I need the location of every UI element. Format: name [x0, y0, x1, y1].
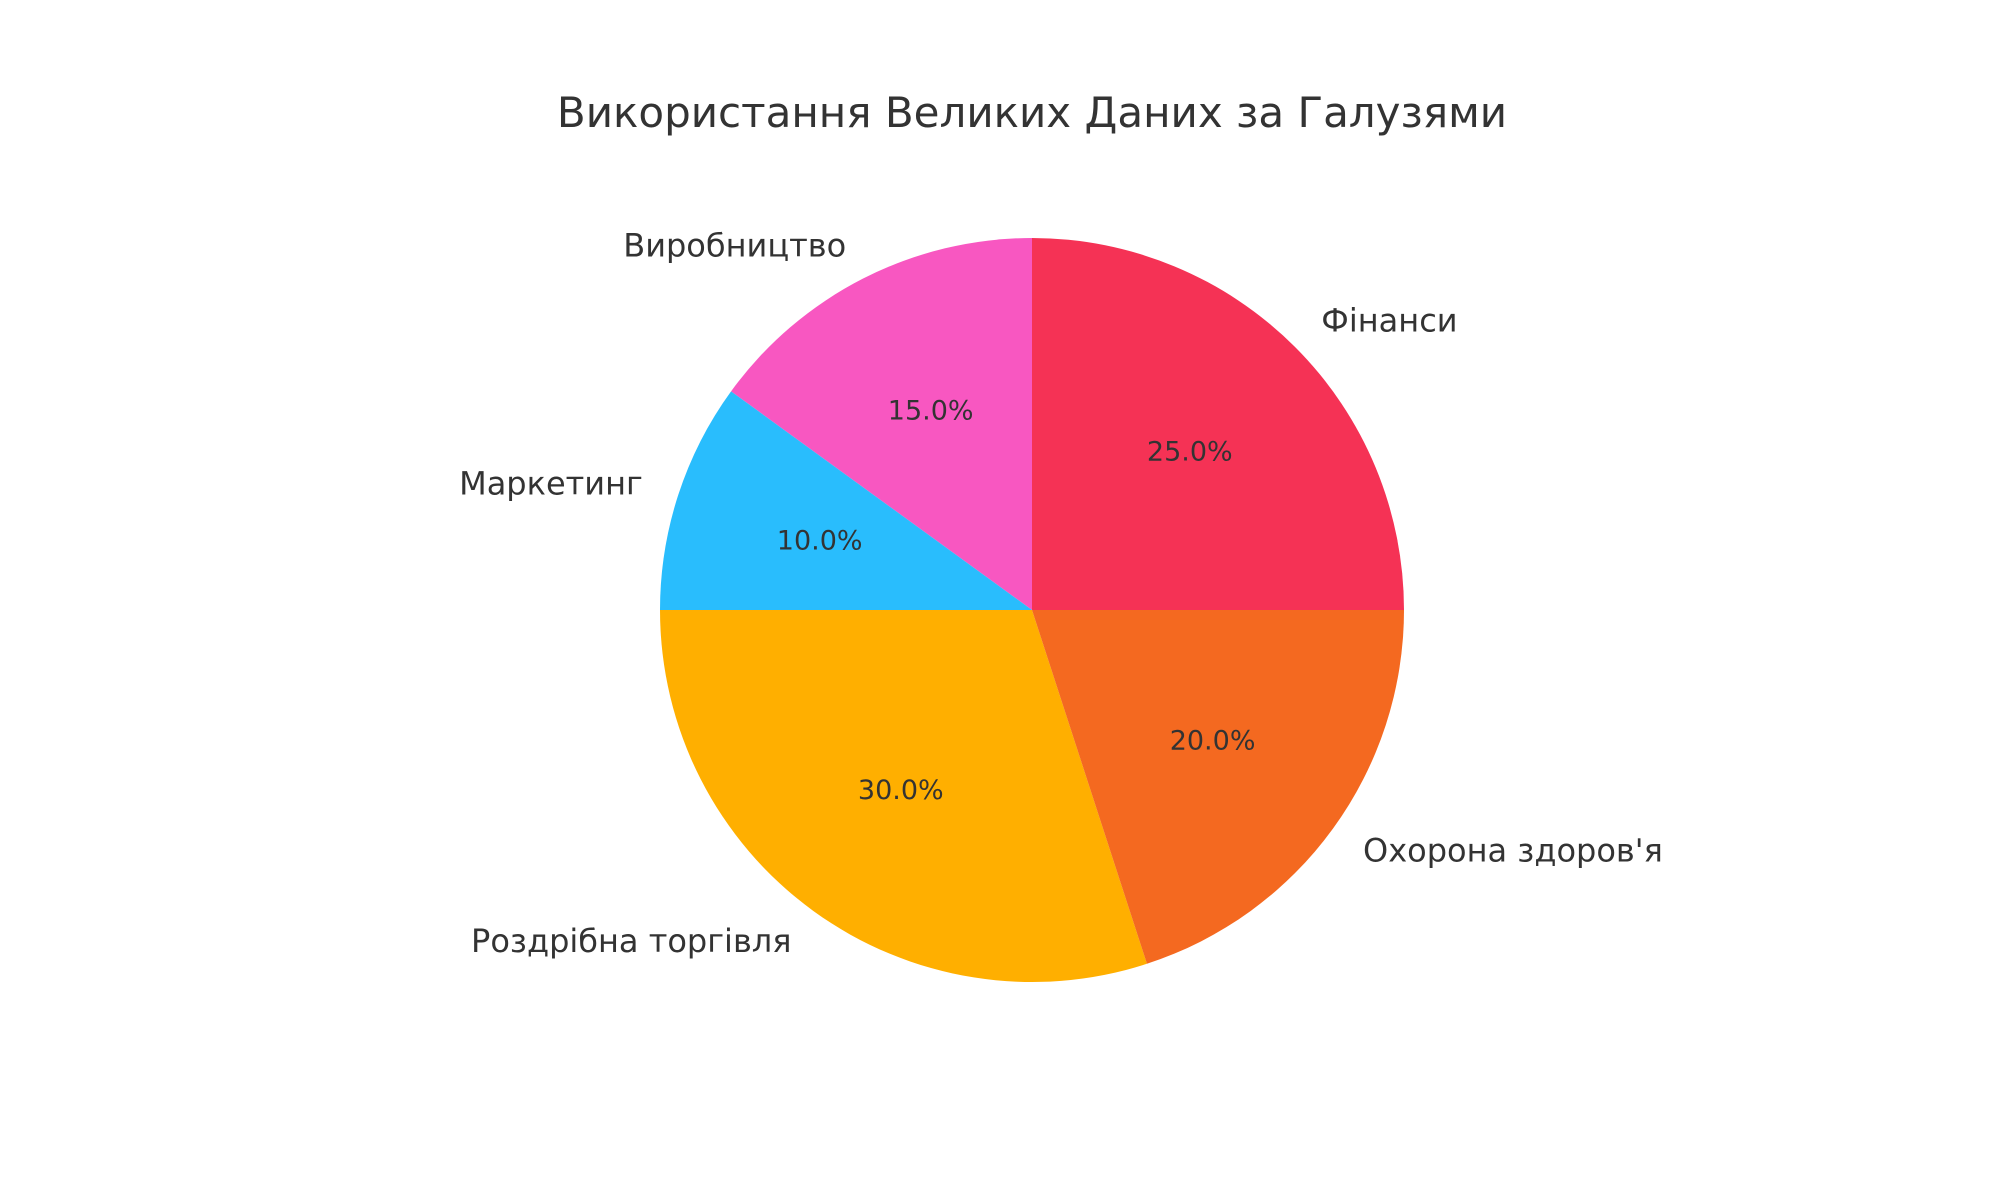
pie-slice-2-percent-label: 10.0%: [777, 526, 863, 557]
pie-slice-1: [731, 238, 1032, 610]
pie-slice-5-category-label: Фінанси: [1321, 302, 1457, 340]
pie-slice-4-category-label: Охорона здоров'я: [1363, 832, 1663, 870]
pie-slice-4: [1032, 610, 1404, 964]
pie-slice-5-percent-label: 25.0%: [1147, 437, 1233, 468]
pie-slice-2: [660, 391, 1032, 610]
pie-labels: 15.0% Виробництво 10.0% Маркетинг 30.0% Роздр…: [459, 226, 1663, 960]
pie-slice-2-category-label: Маркетинг: [459, 465, 643, 503]
chart-title: Використання Великих Даних за Галузями: [557, 88, 1507, 137]
pie-slices: [660, 238, 1404, 982]
pie-slice-3: [660, 610, 1147, 982]
pie-slice-3-category-label: Роздрібна торгівля: [471, 922, 791, 960]
pie-slice-4-percent-label: 20.0%: [1170, 726, 1256, 757]
pie-slice-5: [1032, 238, 1404, 610]
pie-slice-3-percent-label: 30.0%: [858, 775, 944, 806]
pie-slice-1-category-label: Виробництво: [623, 226, 846, 264]
pie-slice-1-percent-label: 15.0%: [888, 396, 974, 427]
